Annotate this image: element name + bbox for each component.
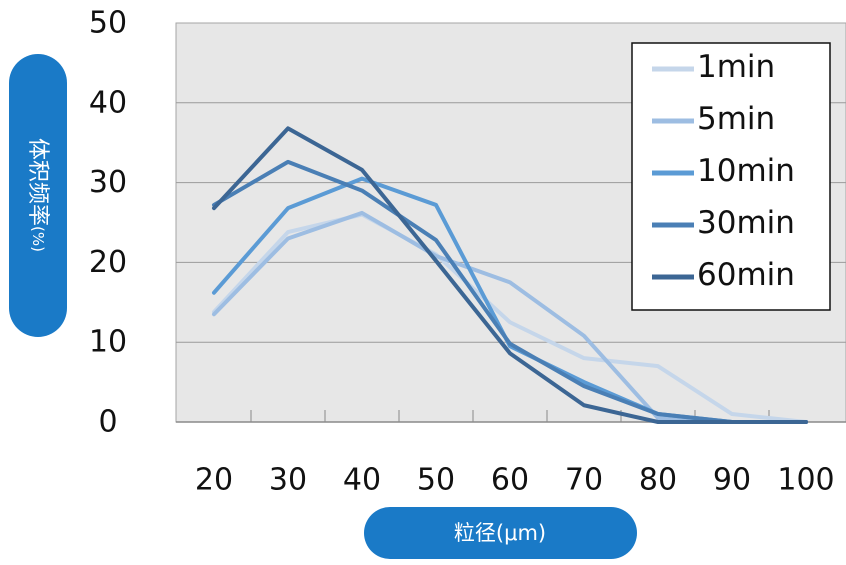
- x-tick-label: 60: [491, 463, 529, 498]
- y-tick-label: 50: [89, 6, 127, 41]
- y-tick-label: 0: [98, 405, 117, 440]
- x-axis-label-pill: [364, 507, 637, 559]
- y-tick-label: 10: [89, 325, 127, 360]
- series-lines: [212, 126, 808, 424]
- x-tick-label: 70: [565, 463, 603, 498]
- x-tick-label: 80: [639, 463, 677, 498]
- series-line-1min: [212, 212, 808, 424]
- series-line-30min: [212, 159, 808, 424]
- x-tick-label: 100: [777, 463, 834, 498]
- y-tick-label: 40: [89, 85, 127, 120]
- x-tick-label: 50: [417, 463, 455, 498]
- legend-box: [631, 42, 831, 311]
- x-tick-label: 90: [713, 463, 751, 498]
- x-axis-label: 粒径(μm): [364, 507, 637, 559]
- legend-label-5min: 5min: [697, 101, 775, 137]
- legend-label-1min: 1min: [697, 49, 775, 85]
- legend-label-60min: 60min: [697, 257, 795, 293]
- x-tick-label: 30: [269, 463, 307, 498]
- y-axis-label-text: 体积频率(%): [26, 138, 51, 252]
- legend-label-30min: 30min: [697, 205, 795, 241]
- x-tick-label: 40: [343, 463, 381, 498]
- x-tick-labels: 20 30 40 50 60 70 80 90 100: [195, 463, 835, 498]
- series-line-60min: [212, 126, 808, 424]
- legend: 1min 5min 10min 30min 60min: [631, 42, 831, 311]
- y-tick-label: 30: [89, 165, 127, 200]
- y-axis-label: 体积频率(%): [9, 54, 67, 337]
- y-axis-label-pill: [9, 54, 67, 337]
- y-tick-label: 20: [89, 245, 127, 280]
- x-tick-label: 20: [195, 463, 233, 498]
- x-axis-label-text: 粒径(μm): [454, 521, 546, 545]
- legend-label-10min: 10min: [697, 153, 795, 189]
- y-tick-labels: 0 10 20 30 40 50: [89, 6, 127, 440]
